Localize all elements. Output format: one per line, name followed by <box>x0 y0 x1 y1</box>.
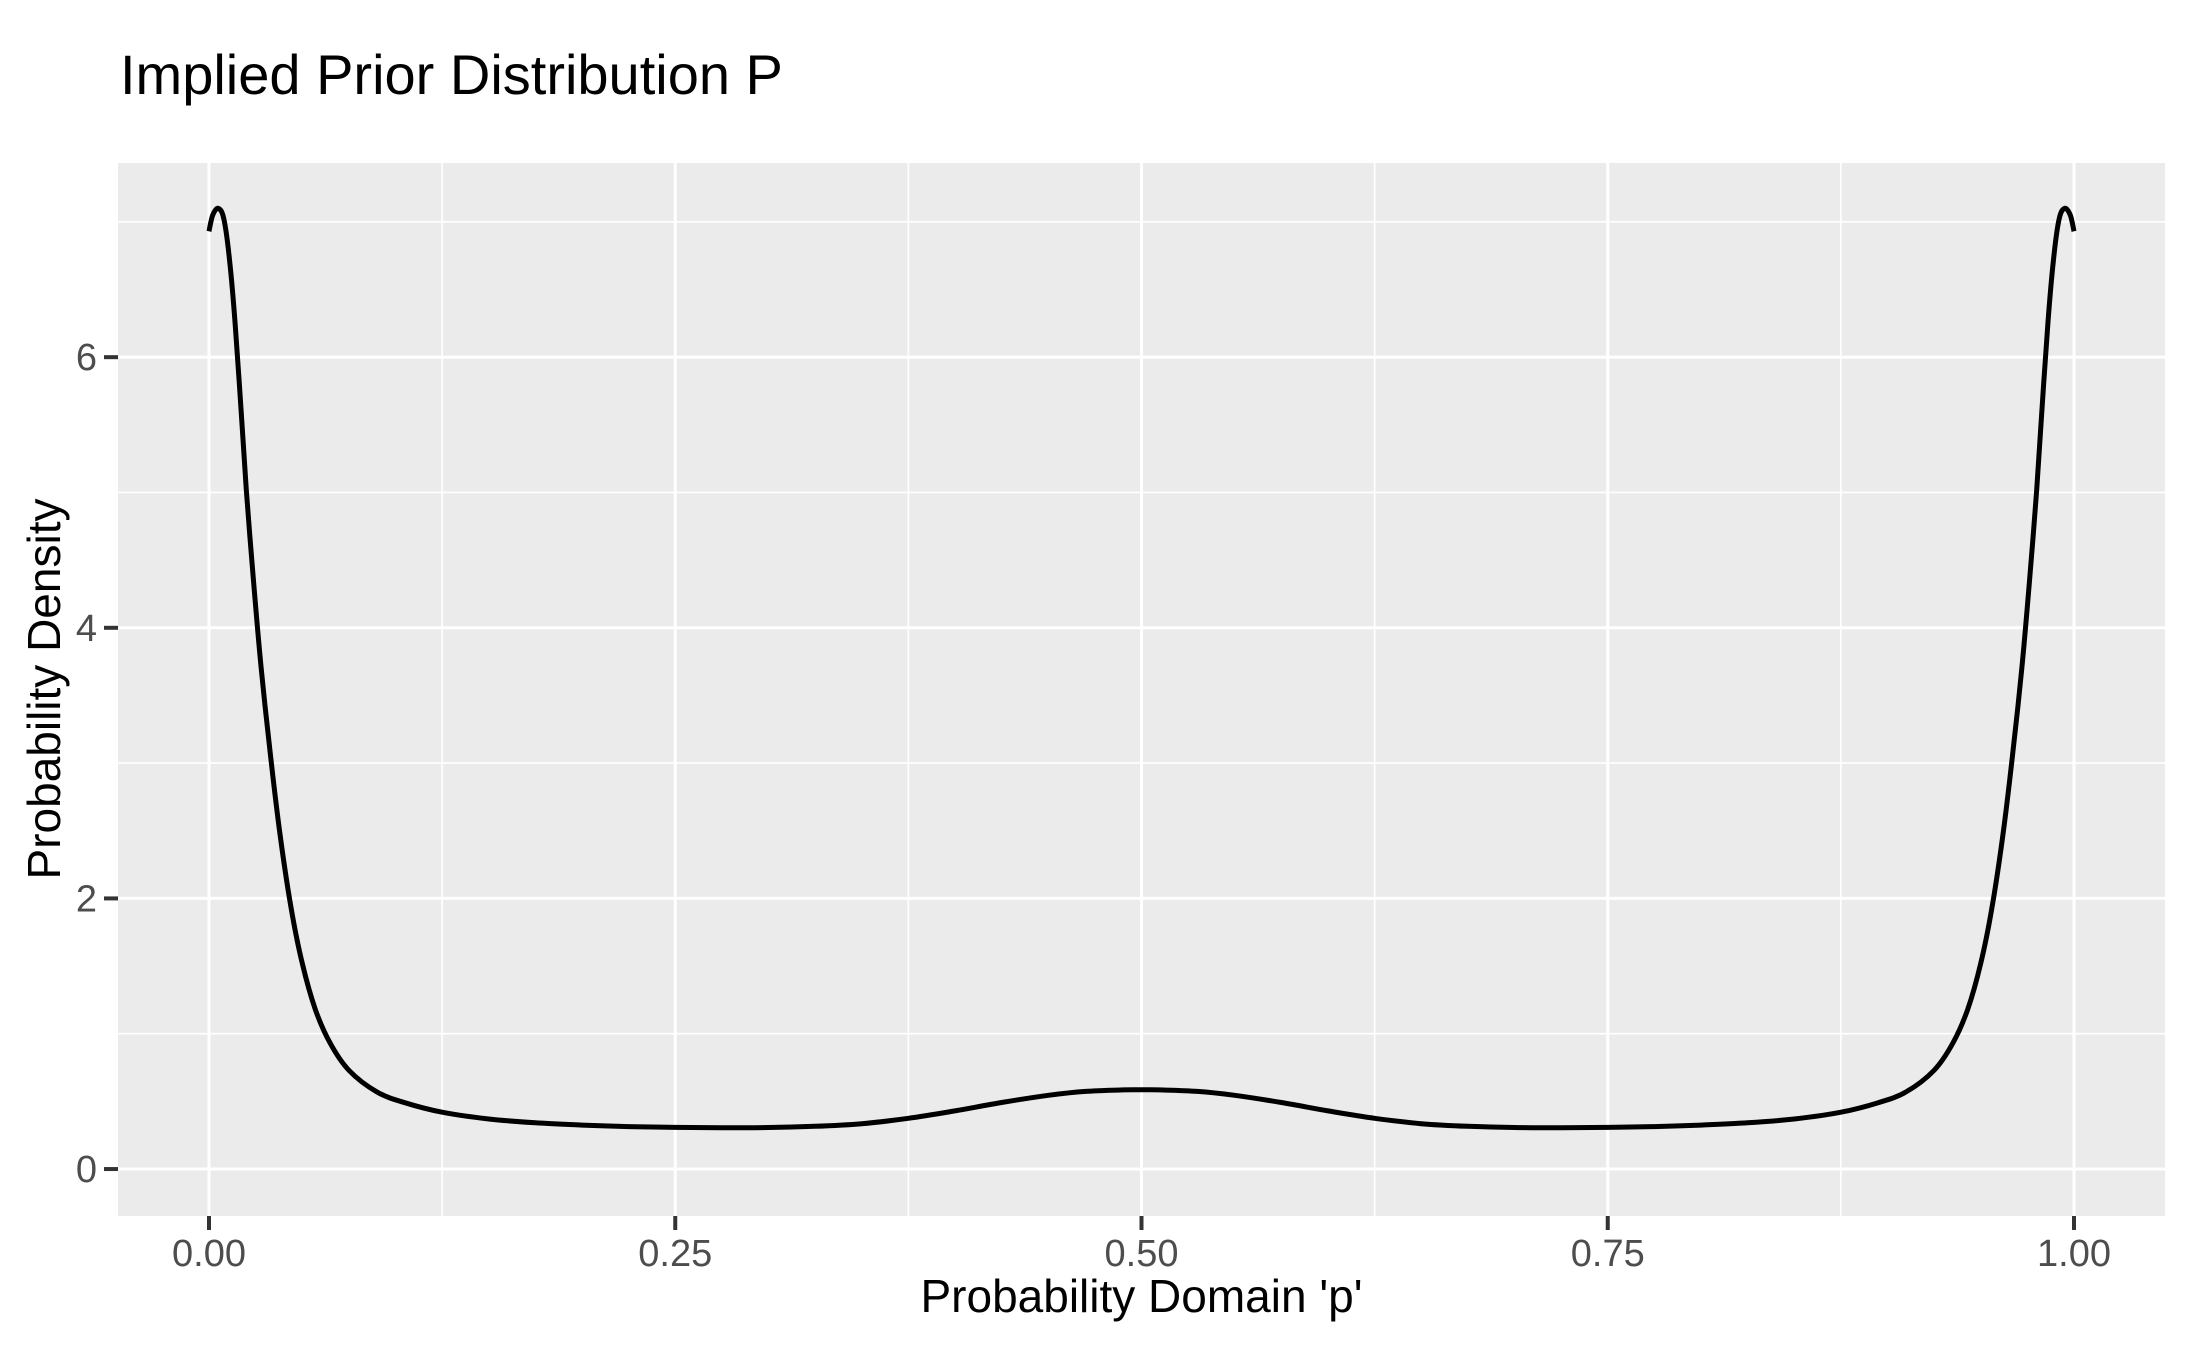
y-axis-tick-label: 4 <box>76 608 97 650</box>
x-axis-tick-label: 0.75 <box>1571 1233 1645 1275</box>
plot-title: Implied Prior Distribution P <box>120 42 783 106</box>
density-curve <box>206 205 2077 1131</box>
y-axis-tick-label: 0 <box>76 1149 97 1191</box>
y-axis-tick-label: 2 <box>76 878 97 920</box>
x-axis-tick-label: 0.25 <box>638 1233 712 1275</box>
x-axis-title: Probability Domain 'p' <box>920 1270 1363 1322</box>
x-axis-tick-label: 1.00 <box>2037 1233 2111 1275</box>
y-axis-tick-label: 6 <box>76 337 97 379</box>
x-axis-tick-label: 0.00 <box>172 1233 246 1275</box>
y-axis-title: Probability Density <box>18 498 70 880</box>
x-axis-tick-label: 0.50 <box>1105 1233 1179 1275</box>
